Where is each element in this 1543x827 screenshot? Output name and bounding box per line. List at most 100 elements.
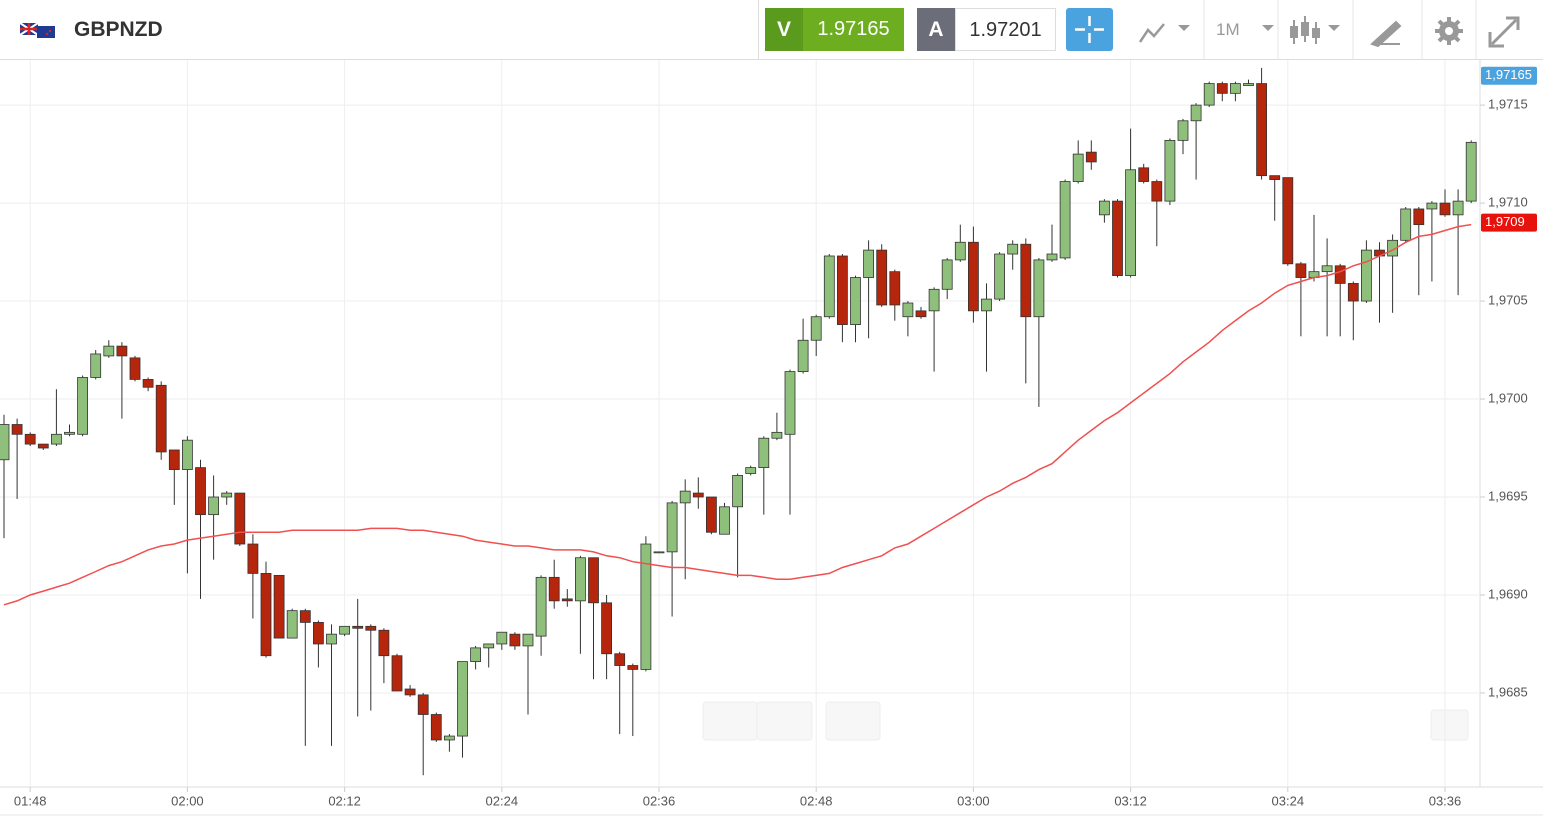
candle-body <box>601 602 612 655</box>
candle-body <box>11 424 23 435</box>
candle-body <box>653 551 665 554</box>
candle-body <box>443 735 455 741</box>
candle-body <box>784 371 796 435</box>
candle-body <box>1347 283 1359 302</box>
candle-body <box>915 310 927 318</box>
candle-body <box>1072 153 1084 182</box>
candle-body <box>483 643 495 649</box>
x-tick-label: 03:00 <box>957 793 990 808</box>
candle-body <box>430 714 442 741</box>
candle-body <box>195 467 206 516</box>
sell-price[interactable]: 1.97165 <box>803 8 904 51</box>
candle-body <box>535 576 547 637</box>
price-marker <box>1481 213 1537 232</box>
candle-body <box>1151 181 1163 202</box>
candle-body <box>745 467 757 474</box>
overlay-button[interactable] <box>702 701 758 741</box>
candle-body <box>1400 208 1412 241</box>
symbol: GBPNZD <box>74 18 163 41</box>
crosshair-button[interactable] <box>1066 8 1113 51</box>
overlay-button[interactable] <box>1430 709 1469 741</box>
candle-body <box>863 249 874 278</box>
chart: 1,9685 1,9690 1,9695 1,9700 1,9705 1,9710 1,97… <box>0 60 1543 816</box>
candle-body <box>1426 202 1438 210</box>
candle-body <box>876 249 888 306</box>
candle-body <box>417 694 429 715</box>
candle-body <box>941 259 953 290</box>
candle-body <box>1413 208 1425 226</box>
timeframe[interactable]: 1M <box>1216 20 1240 39</box>
candle-body <box>181 439 193 470</box>
y-tick-label: 1,9695 <box>1488 488 1528 503</box>
candle-body <box>365 625 377 631</box>
candle-body <box>1216 83 1228 94</box>
candle-body <box>260 573 272 657</box>
candle-body <box>679 490 691 504</box>
candle-body <box>548 576 560 602</box>
tool-icons[interactable] <box>1120 0 1543 60</box>
candle-body <box>378 629 390 657</box>
candle-body <box>719 506 730 535</box>
candle-body <box>561 598 573 602</box>
buy-label[interactable]: A <box>917 8 955 51</box>
candle-body <box>1361 249 1372 302</box>
marks <box>0 67 1477 776</box>
candle-body <box>1321 265 1333 273</box>
candle-body <box>1112 200 1123 276</box>
y-tick-label: 1,9700 <box>1488 390 1528 405</box>
candle-body <box>1334 265 1346 284</box>
x-tick-label: 03:36 <box>1429 793 1462 808</box>
candle-body <box>51 433 62 445</box>
x-tick-label: 02:36 <box>643 793 676 808</box>
x-tick-label: 03:24 <box>1272 793 1305 808</box>
candle-body <box>470 647 482 662</box>
candle-body <box>810 316 822 341</box>
candle-body <box>404 688 416 696</box>
candle-body <box>103 345 115 357</box>
candle-body <box>981 298 992 312</box>
candle-body <box>339 625 351 635</box>
candle-body <box>64 431 75 435</box>
x-tick-label: 02:12 <box>328 793 361 808</box>
sell-label[interactable]: V <box>765 8 803 51</box>
buy-price[interactable]: 1.97201 <box>955 8 1056 51</box>
candle-body <box>1230 83 1241 94</box>
candle-body <box>116 345 128 357</box>
candle-body <box>1099 200 1110 216</box>
plot-area <box>0 60 1480 787</box>
candle-body <box>1020 243 1032 318</box>
candle-body <box>692 492 704 498</box>
candle-body <box>129 357 141 380</box>
overlay-button[interactable] <box>825 701 881 741</box>
candle-body <box>640 543 652 670</box>
y-tick-label: 1,9685 <box>1488 684 1528 699</box>
candle-body <box>1465 141 1477 202</box>
candle-body <box>1177 120 1189 141</box>
x-tick-label: 02:48 <box>800 793 833 808</box>
candle-body <box>837 255 848 325</box>
candle-body <box>1125 169 1136 276</box>
candle-body <box>1203 83 1215 106</box>
candle-body <box>706 496 717 533</box>
candle-body <box>1164 139 1176 202</box>
candle-body <box>142 379 154 388</box>
candle-body <box>588 557 599 604</box>
candle-body <box>234 492 246 545</box>
candle-body <box>1059 181 1071 259</box>
y-tick-label: 1,9705 <box>1488 292 1528 307</box>
x-tick-label: 03:12 <box>1114 793 1147 808</box>
candle-body <box>155 384 167 453</box>
candle-body <box>352 625 364 629</box>
candle-body <box>77 377 88 435</box>
candle-body <box>575 557 586 602</box>
candle-body <box>732 475 743 508</box>
candle-body <box>90 353 102 378</box>
candle-body <box>823 255 835 318</box>
candle-body <box>299 610 311 623</box>
overlay-button[interactable] <box>756 701 813 741</box>
candle-body <box>1046 253 1058 261</box>
candle-body <box>391 655 403 692</box>
candle-body <box>1138 167 1150 182</box>
candle-body <box>312 622 324 645</box>
